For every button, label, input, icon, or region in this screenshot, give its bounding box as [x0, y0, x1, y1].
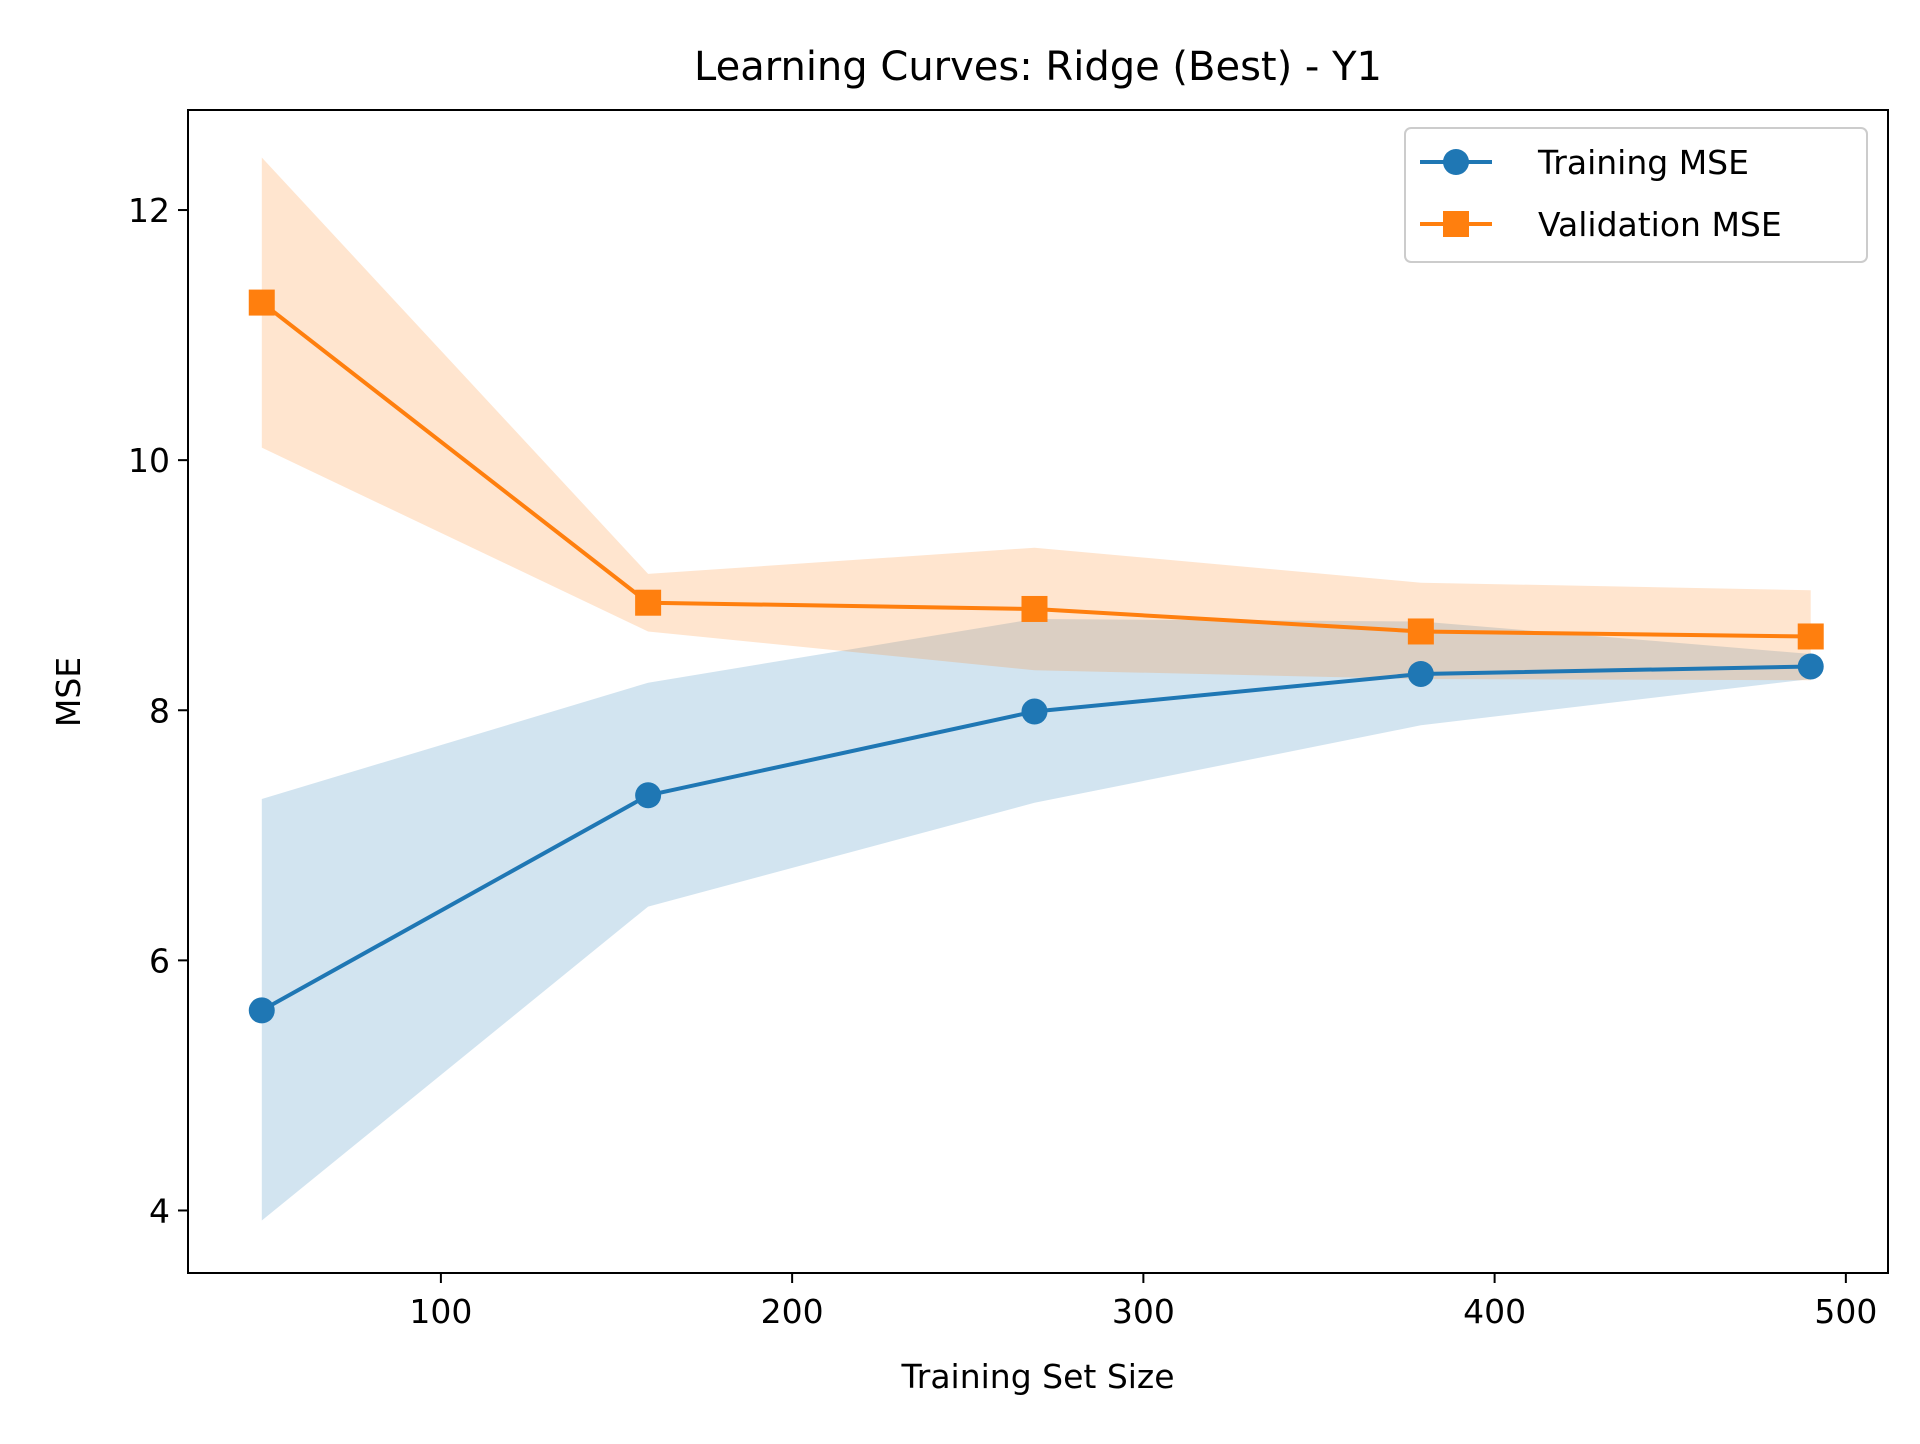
series-markers [248, 289, 1824, 1024]
validation-point [1021, 595, 1048, 622]
legend-item-validation: Validation MSE [1420, 205, 1782, 244]
legend: Training MSE Validation MSE [1404, 127, 1868, 263]
training-point [248, 997, 275, 1024]
legend-training-label: Training MSE [1537, 143, 1749, 182]
legend-box [1404, 127, 1868, 263]
chart-title: Learning Curves: Ridge (Best) - Y1 [694, 44, 1382, 90]
validation-point [635, 589, 662, 616]
validation-std-band [261, 157, 1811, 681]
confidence-bands [261, 157, 1811, 1221]
x-tick-label: 100 [409, 1292, 472, 1331]
training-point [1407, 660, 1434, 687]
training-std-band [261, 619, 1811, 1221]
training-point [1797, 653, 1824, 680]
validation-point [1407, 618, 1434, 645]
y-axis-label: MSE [49, 657, 88, 727]
legend-validation-marker-icon [1443, 211, 1469, 237]
legend-validation-label: Validation MSE [1538, 205, 1782, 244]
x-tick-label: 200 [761, 1292, 824, 1331]
y-tick-label: 10 [128, 441, 170, 480]
x-axis-label: Training Set Size [900, 1357, 1174, 1396]
validation-point [248, 289, 275, 316]
x-tick-label: 500 [1814, 1292, 1877, 1331]
x-axis-ticks: 100 200 300 400 500 [409, 1273, 1877, 1331]
x-tick-label: 300 [1112, 1292, 1175, 1331]
training-point [635, 782, 662, 809]
y-tick-label: 8 [149, 691, 170, 730]
x-tick-label: 400 [1463, 1292, 1526, 1331]
legend-training-marker-icon [1443, 149, 1469, 175]
plot-area-frame [187, 109, 1889, 1274]
y-axis-ticks: 4 6 8 10 12 [128, 191, 188, 1230]
training-point [1021, 698, 1048, 725]
legend-item-training: Training MSE [1420, 143, 1749, 182]
y-tick-label: 12 [128, 191, 170, 230]
validation-point [1797, 623, 1824, 650]
y-tick-label: 6 [149, 941, 170, 980]
y-tick-label: 4 [149, 1191, 170, 1230]
